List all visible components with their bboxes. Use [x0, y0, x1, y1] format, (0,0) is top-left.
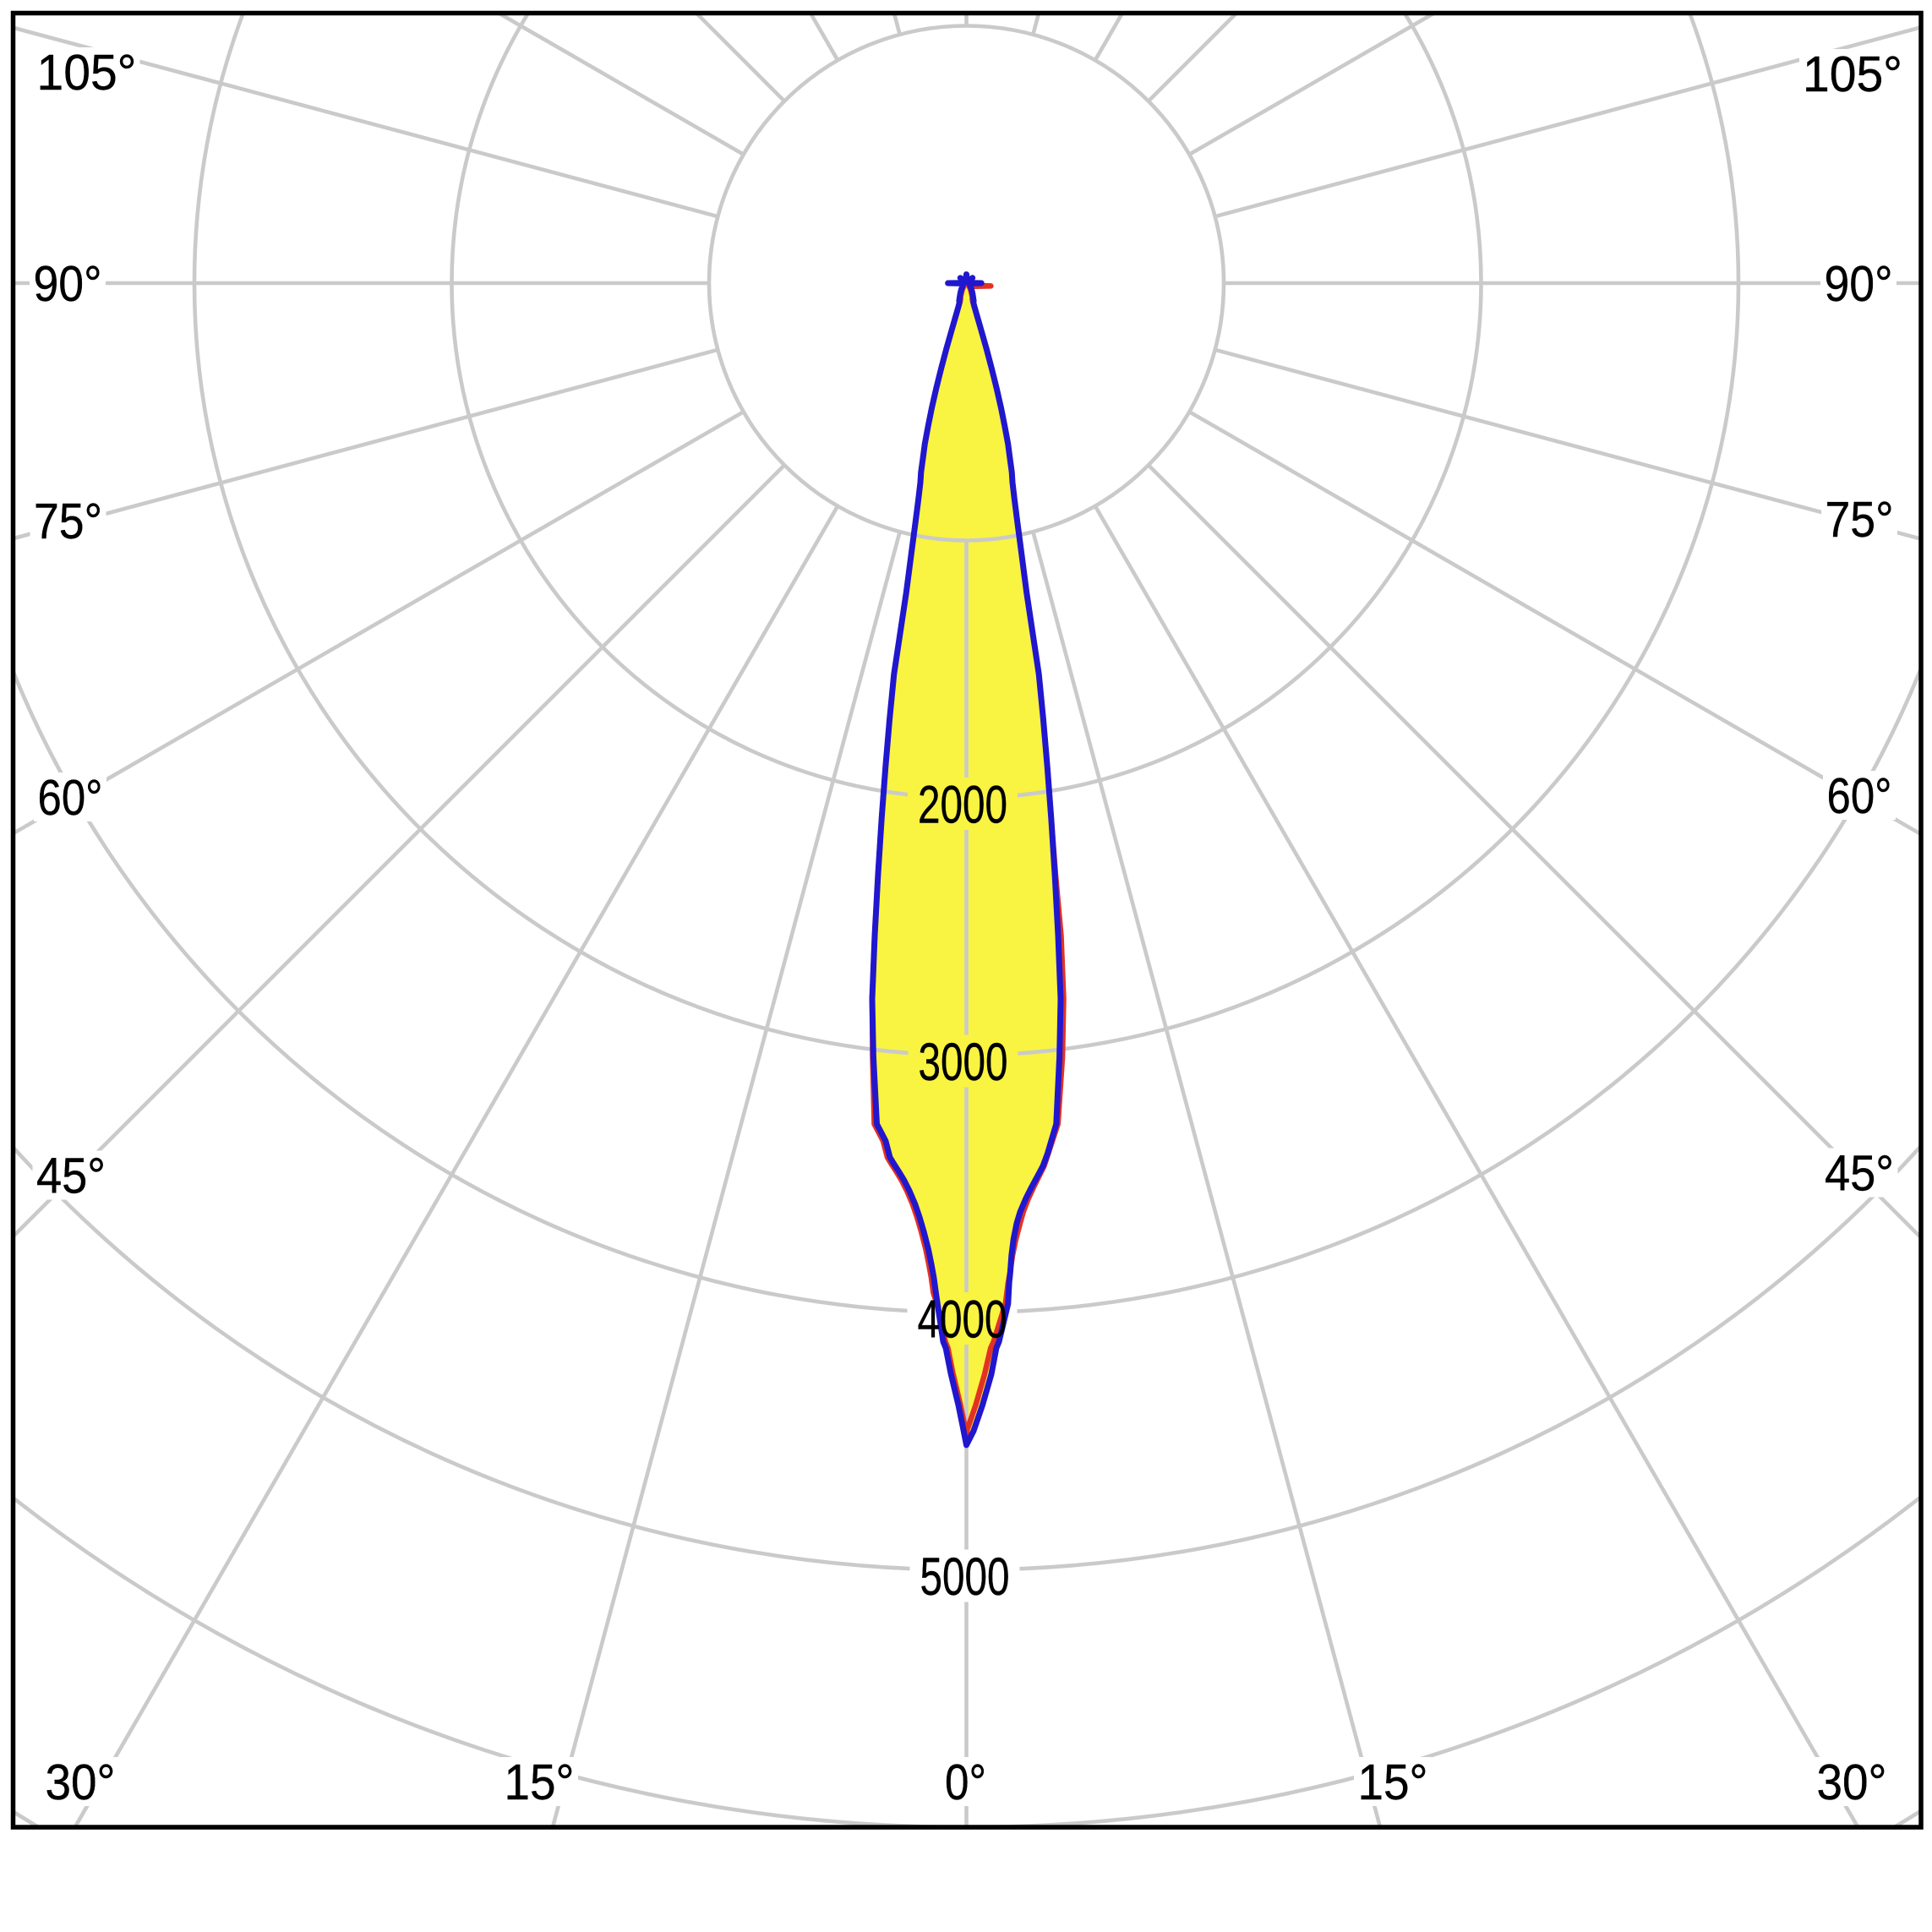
svg-text:90°: 90° [1825, 256, 1893, 312]
svg-text:4000: 4000 [918, 1290, 1007, 1349]
svg-text:15°: 15° [1358, 1755, 1428, 1810]
svg-text:30°: 30° [46, 1755, 116, 1810]
svg-text:105°: 105° [37, 45, 137, 101]
svg-text:3000: 3000 [919, 1033, 1008, 1092]
svg-text:60°: 60° [1827, 768, 1892, 824]
svg-text:90°: 90° [34, 256, 102, 312]
svg-text:45°: 45° [1825, 1145, 1894, 1201]
svg-text:15°: 15° [505, 1755, 575, 1810]
svg-text:0°: 0° [945, 1755, 986, 1810]
svg-text:75°: 75° [34, 494, 102, 549]
svg-text:2000: 2000 [918, 775, 1007, 834]
svg-text:105°: 105° [1803, 46, 1902, 102]
svg-text:5000: 5000 [920, 1547, 1010, 1607]
svg-text:30°: 30° [1817, 1755, 1887, 1810]
svg-text:60°: 60° [38, 770, 103, 826]
svg-text:45°: 45° [36, 1148, 106, 1203]
svg-text:75°: 75° [1826, 492, 1894, 548]
